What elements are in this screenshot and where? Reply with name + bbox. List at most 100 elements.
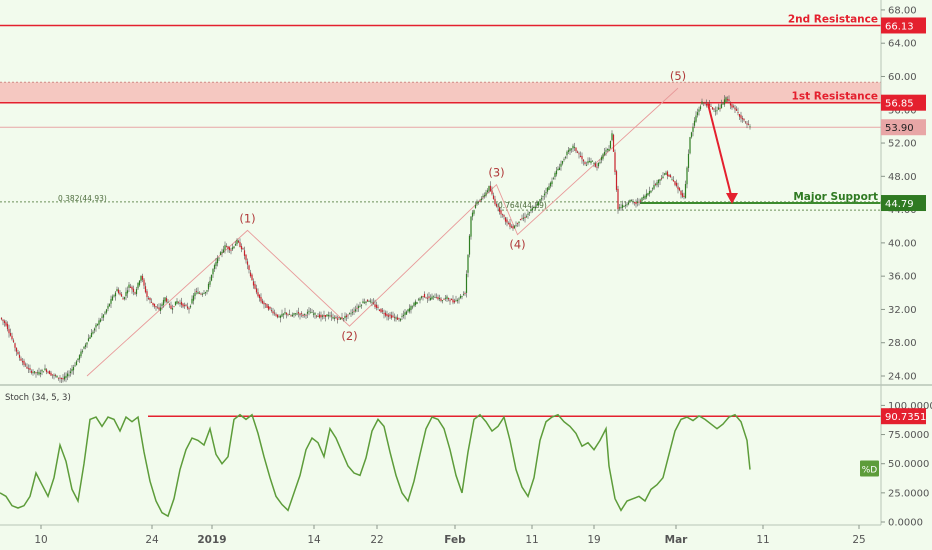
candle-body <box>237 240 240 243</box>
candle-body <box>426 297 429 299</box>
time-tick-label: 11 <box>756 534 769 546</box>
time-axis[interactable]: 10 24 2019 14 22 Feb 11 19 Mar 11 25 <box>34 525 866 546</box>
candle-body <box>606 149 609 151</box>
candle-body <box>540 198 543 200</box>
price-badges: 66.13 56.85 53.90 44.79 90.7351 <box>881 17 926 425</box>
stochastic-axis[interactable]: 0.0000 25.0000 50.0000 75.0000 100.0000 <box>881 401 932 529</box>
candle-body <box>468 235 471 255</box>
candle-body <box>513 226 516 229</box>
candle-body <box>462 294 465 295</box>
candle-body <box>434 297 436 298</box>
candle-body <box>110 299 112 304</box>
candle-body <box>314 313 316 315</box>
candle-body <box>63 376 66 380</box>
candle-body <box>519 219 522 221</box>
resistance-zone <box>0 81 881 103</box>
candle-body <box>680 190 682 195</box>
candle-body <box>413 302 415 307</box>
major-support-label: Major Support <box>793 191 878 203</box>
candle-body <box>75 361 78 366</box>
candle-body <box>66 373 69 377</box>
price-tick-label: 48.00 <box>888 172 917 183</box>
candle-body <box>509 222 511 227</box>
candle-body <box>266 304 268 308</box>
candle-body <box>162 300 165 305</box>
candle-body <box>224 245 226 250</box>
candle-body <box>69 371 72 374</box>
candle-body <box>507 223 510 225</box>
candle-body <box>422 296 424 297</box>
candle-body <box>134 292 136 294</box>
candle-body <box>191 298 193 304</box>
stoch-indicator-label[interactable]: Stoch (34, 5, 3) <box>5 393 71 403</box>
candle-body <box>630 199 633 201</box>
candle-body <box>675 182 678 186</box>
candle-body <box>225 246 228 248</box>
candle-body <box>374 304 376 307</box>
candle-body <box>594 163 597 167</box>
candle-body <box>555 170 558 175</box>
candle-body <box>672 179 675 182</box>
candle-body <box>218 257 220 259</box>
badge-56-85-bg <box>881 94 926 111</box>
stoch-tick-label: 50.0000 <box>888 459 929 470</box>
candle-body <box>158 307 160 310</box>
candle-body <box>125 291 127 297</box>
candle-body <box>518 221 520 224</box>
candle-body <box>353 310 355 312</box>
candle-body <box>86 342 88 345</box>
candle-body <box>20 358 22 361</box>
candle-body <box>305 314 307 316</box>
candle-body <box>17 352 19 355</box>
candle-body <box>534 207 537 209</box>
candle-body <box>486 190 489 193</box>
candle-body <box>167 301 169 303</box>
fib-764-label: 0.764(44.29) <box>498 201 547 210</box>
candle-body <box>380 308 382 313</box>
resistance-zone-fill <box>0 82 881 103</box>
second-resistance-label: 2nd Resistance <box>788 13 878 25</box>
candle-body <box>528 212 531 214</box>
candle-body <box>255 288 258 293</box>
stoch-tick-label: 100.0000 <box>888 401 932 412</box>
candle-body <box>591 160 594 162</box>
candle-body <box>99 319 102 322</box>
candle-body <box>287 314 289 316</box>
candle-body <box>723 99 726 105</box>
candle-body <box>654 184 657 185</box>
candle-body <box>584 162 586 164</box>
candle-body <box>605 150 607 152</box>
candle-body <box>531 208 534 211</box>
candle-body <box>479 200 481 202</box>
candle-body <box>219 252 222 255</box>
candle-body <box>749 126 751 128</box>
candle-body <box>128 284 130 288</box>
candle-body <box>396 317 399 320</box>
candle-body <box>543 193 546 196</box>
candle-body <box>329 315 331 317</box>
candle-body <box>111 296 114 301</box>
price-tick-label: 28.00 <box>888 338 917 349</box>
candle-body <box>618 207 621 209</box>
stochastic-panel: %D <box>0 413 881 518</box>
price-tick-label: 24.00 <box>888 372 917 383</box>
candle-body <box>695 115 697 122</box>
candle-body <box>264 303 267 305</box>
candle-body <box>530 209 532 211</box>
candle-body <box>81 350 84 352</box>
candle-body <box>195 290 198 292</box>
candle-body <box>381 310 384 312</box>
stoch-tick-label: 0.0000 <box>888 518 923 529</box>
candle-body <box>393 317 396 318</box>
candle-body <box>449 300 451 302</box>
candle-body <box>12 340 15 342</box>
candle-body <box>339 317 342 320</box>
candle-body <box>722 103 724 105</box>
candle-body <box>33 371 36 373</box>
candle-body <box>14 343 16 348</box>
badge-44-79-bg <box>881 195 926 212</box>
candle-body <box>539 199 541 202</box>
candle-body <box>635 202 637 205</box>
candle-body <box>365 301 367 303</box>
